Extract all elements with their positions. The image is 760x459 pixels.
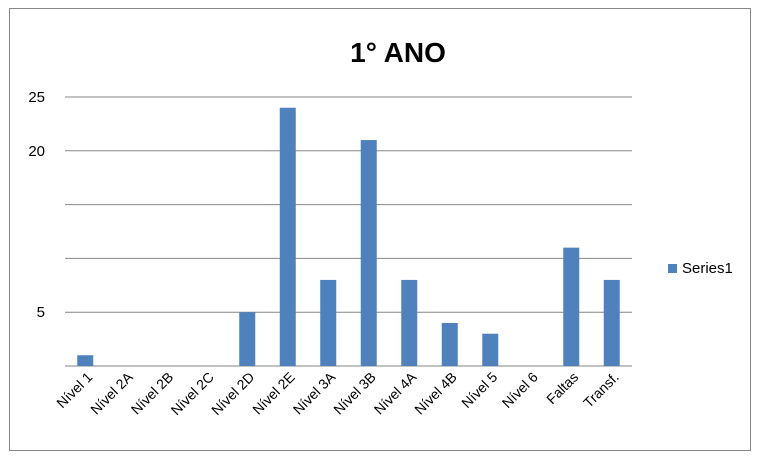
legend: Series1 <box>668 260 733 277</box>
bar <box>563 248 579 366</box>
bar <box>239 312 255 366</box>
x-tick-label: Nível 6 <box>499 369 541 411</box>
chart-title: 1° ANO <box>350 37 446 68</box>
x-tick-label: Nível 3B <box>330 369 379 418</box>
x-tick-label: Faltas <box>543 369 581 407</box>
bar <box>604 280 620 366</box>
x-tick-label: Nível 3A <box>290 368 339 417</box>
x-tick-label: Transf. <box>580 369 622 411</box>
legend-label: Series1 <box>682 260 733 277</box>
bar <box>77 355 93 366</box>
legend-swatch <box>668 264 677 273</box>
bar <box>482 334 498 366</box>
y-tick-label: 5 <box>37 304 45 321</box>
x-tick-label: Nível 5 <box>458 369 500 411</box>
x-tick-label: Nível 2A <box>87 368 136 417</box>
x-tick-label: Nível 2D <box>208 369 257 418</box>
y-tick-label: 20 <box>28 143 45 160</box>
bar <box>280 108 296 366</box>
gridlines <box>65 97 632 366</box>
x-tick-label: Nível 2C <box>168 369 217 418</box>
bar <box>442 323 458 366</box>
bar <box>320 280 336 366</box>
x-tick-label: Nível 2E <box>249 369 298 418</box>
bars <box>77 108 620 366</box>
x-tick-label: Nível 4A <box>371 368 420 417</box>
x-tick-label: Nível 4B <box>411 369 460 418</box>
y-tick-label: 25 <box>28 89 45 106</box>
bar <box>361 140 377 366</box>
x-tick-label: Nível 2B <box>128 369 177 418</box>
bar <box>401 280 417 366</box>
y-axis-ticks: 5 20 25 <box>28 89 45 321</box>
